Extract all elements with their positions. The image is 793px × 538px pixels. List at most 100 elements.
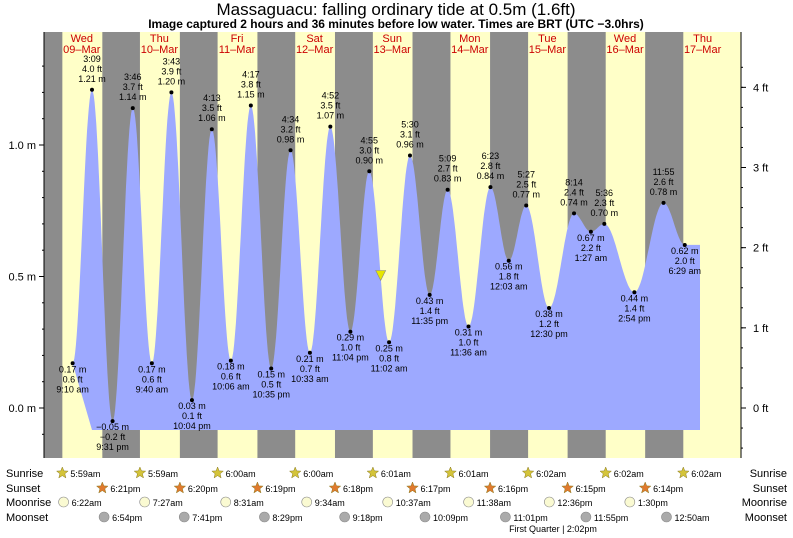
moonrise-time: 7:27am xyxy=(153,498,183,508)
row-label-sunset-right: Sunset xyxy=(753,483,787,495)
sunset-star-icon xyxy=(483,481,497,494)
tide-extreme-dot xyxy=(189,398,194,403)
tide-extreme-label: 0.43 m xyxy=(416,296,444,306)
tide-extreme-label: 0.84 m xyxy=(477,171,505,181)
day-heading-date: 17–Mar xyxy=(684,44,722,56)
tide-extreme-label: 1.0 ft xyxy=(458,337,479,347)
day-heading-date: 11–Mar xyxy=(219,44,256,56)
tide-extreme-label: −0.05 m xyxy=(96,422,129,432)
sunrise-time: 5:59am xyxy=(70,469,100,479)
sunrise-time: 6:02am xyxy=(614,469,644,479)
tide-extremes: 0.17 m0.6 ft9:10 am3:094.0 ft1.21 m−0.05… xyxy=(56,54,701,452)
sunrise-star-icon xyxy=(288,466,302,479)
tide-extreme-dot xyxy=(130,106,135,111)
tide-extreme-dot xyxy=(632,290,637,295)
tide-extreme-label: 0.56 m xyxy=(495,262,523,272)
tide-extreme-dot xyxy=(547,306,552,311)
moonrise-time: 10:37am xyxy=(396,498,431,508)
tide-extreme-label: 5:30 xyxy=(401,120,419,130)
tide-extreme-dot xyxy=(445,187,450,192)
sunset-time: 6:21pm xyxy=(110,484,140,494)
day-heading-dow: Fri xyxy=(231,33,244,45)
tide-extreme-dot xyxy=(269,366,274,371)
moonrise-moon-icon xyxy=(382,496,394,508)
right-tick-label: 3 ft xyxy=(753,163,768,175)
tide-extreme-label: 10:35 pm xyxy=(252,390,290,400)
row-label-moonrise-left: Moonrise xyxy=(6,497,51,509)
sunset-time: 6:16pm xyxy=(498,484,528,494)
chart-title: Massaguacu: falling ordinary tide at 0.5… xyxy=(216,0,575,19)
tide-extreme-label: 2.2 ft xyxy=(581,243,602,253)
tide-extreme-dot xyxy=(387,340,392,345)
sunrise-time: 6:01am xyxy=(381,469,411,479)
tide-extreme-label: 5:36 xyxy=(596,188,614,198)
tide-extreme-label: 1:27 am xyxy=(575,253,608,263)
sunset-star-icon xyxy=(561,481,574,494)
sunset-time: 6:20pm xyxy=(188,484,218,494)
tide-extreme-label: 0.1 ft xyxy=(182,411,203,421)
day-heading-dow: Thu xyxy=(693,33,712,45)
tide-extreme-label: 4:55 xyxy=(361,135,379,145)
moonrise-time: 1:30pm xyxy=(638,498,668,508)
tide-extreme-label: 0.8 ft xyxy=(379,353,400,363)
right-tick-label: 4 ft xyxy=(753,82,768,94)
tide-extreme-label: 2.3 ft xyxy=(594,198,615,208)
moonrise-moon-icon xyxy=(463,496,474,508)
tide-extreme-label: 1.8 ft xyxy=(499,272,520,282)
row-label-sunset-left: Sunset xyxy=(6,483,40,495)
moonset-time: 7:41pm xyxy=(192,513,222,523)
tide-extreme-dot xyxy=(682,242,687,247)
tide-extreme-dot xyxy=(169,90,174,95)
moonrise-moon-icon xyxy=(301,496,313,508)
tide-extreme-label: 0.31 m xyxy=(455,327,483,337)
tide-extreme-label: 2.5 ft xyxy=(516,179,537,189)
day-heading-date: 10–Mar xyxy=(141,44,179,56)
tide-extreme-label: 0.74 m xyxy=(560,197,588,207)
tide-extreme-label: 1.4 ft xyxy=(624,303,645,313)
tide-extreme-label: 9:40 am xyxy=(136,384,169,394)
tide-extreme-dot xyxy=(488,185,493,190)
tide-extreme-dot xyxy=(328,124,333,129)
tide-extreme-label: 3.0 ft xyxy=(359,145,380,155)
tide-extreme-label: 1.2 ft xyxy=(539,319,560,329)
tide-extreme-label: 10:33 am xyxy=(291,374,329,384)
moonset-time: 11:55pm xyxy=(594,513,628,523)
tide-extreme-label: 1.07 m xyxy=(317,111,345,121)
row-label-moonset-left: Moonset xyxy=(6,512,48,524)
tide-extreme-label: 11:36 am xyxy=(450,347,487,357)
day-heading-date: 13–Mar xyxy=(374,44,412,56)
day-heading-dow: Sun xyxy=(382,33,402,45)
tide-extreme-dot xyxy=(588,229,593,234)
moonset-time: 9:18pm xyxy=(353,513,383,523)
tide-extreme-label: 9:31 pm xyxy=(96,442,129,452)
tide-extreme-label: 4:17 xyxy=(242,70,260,80)
tide-extreme-label: 0.83 m xyxy=(434,174,462,184)
tide-extreme-label: 3:43 xyxy=(163,56,181,66)
sunset-star-icon xyxy=(173,481,187,494)
tide-extreme-label: 0.90 m xyxy=(356,155,384,165)
moonset-time: 8:29pm xyxy=(272,513,302,523)
tide-extreme-dot xyxy=(70,361,75,366)
tide-extreme-label: 5:09 xyxy=(439,154,457,164)
day-heading-dow: Wed xyxy=(71,33,93,45)
sunrise-star-icon xyxy=(676,466,690,479)
tide-extreme-dot xyxy=(307,350,312,355)
tide-area xyxy=(72,89,701,431)
tide-extreme-label: 0.29 m xyxy=(337,333,365,343)
tide-extreme-label: 0.62 m xyxy=(671,246,699,256)
tide-extreme-label: 0.5 ft xyxy=(261,380,282,390)
tide-extreme-label: 1.4 ft xyxy=(420,306,441,316)
tide-extreme-label: 0.6 ft xyxy=(63,374,84,384)
tide-extreme-dot xyxy=(367,169,372,174)
tide-extreme-dot xyxy=(524,203,529,208)
moonrise-moon-icon xyxy=(544,496,555,508)
sunset-time: 6:18pm xyxy=(343,484,373,494)
left-tick-label: 0.5 m xyxy=(8,272,36,284)
sunrise-time: 6:02am xyxy=(691,469,721,479)
tide-extreme-label: 0.44 m xyxy=(621,293,649,303)
tide-extreme-label: 3.5 ft xyxy=(320,101,341,111)
sunset-star-icon xyxy=(406,481,419,494)
day-heading-dow: Thu xyxy=(150,33,169,45)
tide-extreme-dot xyxy=(348,329,353,334)
tide-extreme-dot xyxy=(602,221,607,226)
